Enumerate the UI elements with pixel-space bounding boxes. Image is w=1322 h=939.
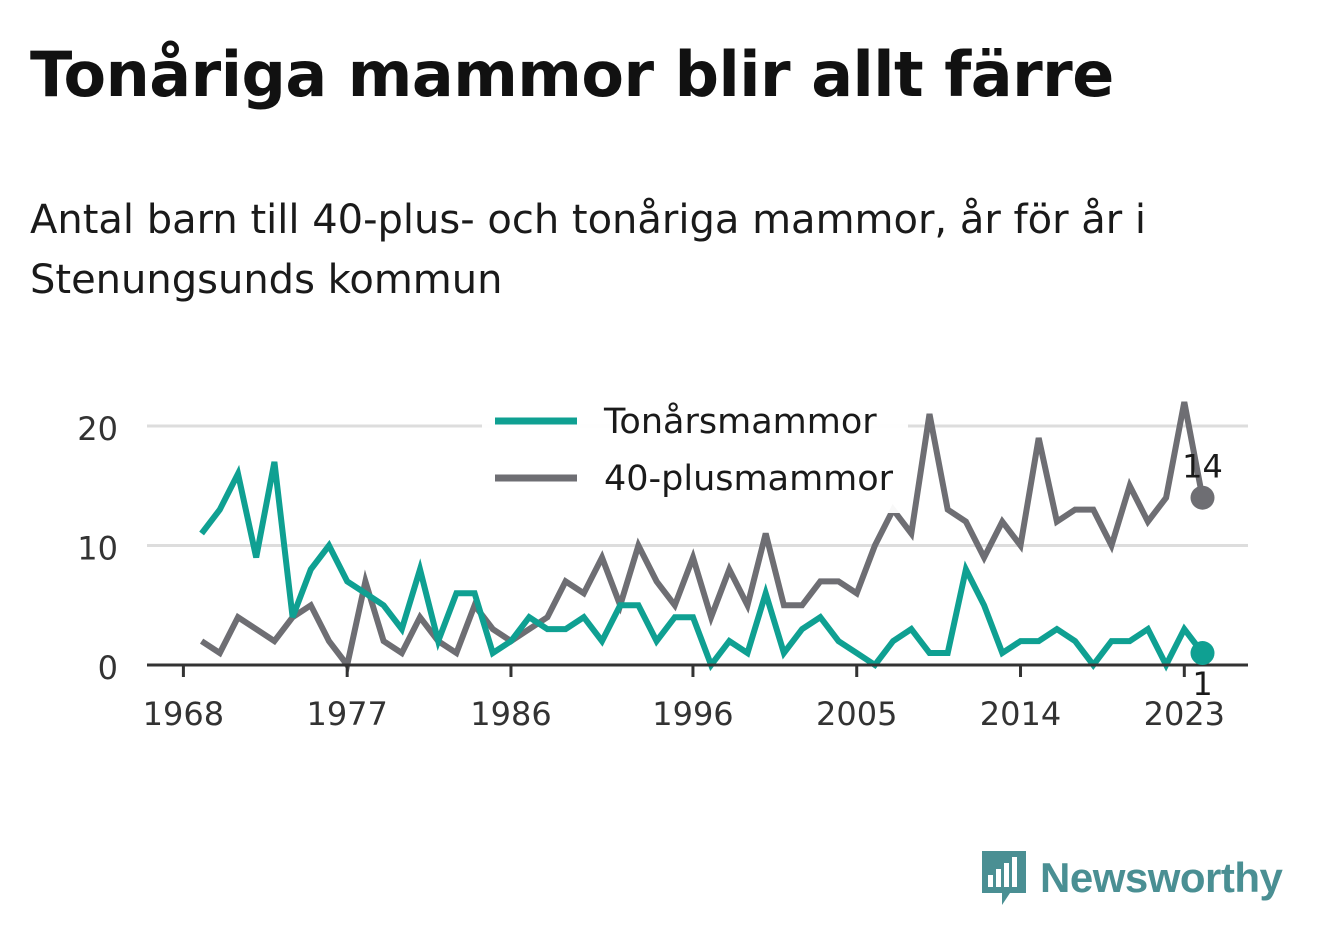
series-line-40-plusmammor bbox=[199, 401, 1206, 672]
x-tick-label-1968: 1968 bbox=[143, 695, 224, 733]
x-tick-label-2023: 2023 bbox=[1144, 695, 1225, 733]
y-tick-label-20: 20 bbox=[77, 410, 118, 448]
end-label-tonarsmammor: 1 bbox=[1192, 665, 1212, 703]
x-tick-label-1977: 1977 bbox=[306, 695, 387, 733]
end-label-40-plusmammor: 14 bbox=[1182, 448, 1223, 486]
end-point-40-plusmammor bbox=[1190, 485, 1215, 510]
chart-subtitle: Antal barn till 40-plus- och tonåriga ma… bbox=[30, 197, 1147, 303]
brand-name: Newsworthy bbox=[1040, 854, 1283, 901]
x-tick-label-1986: 1986 bbox=[470, 695, 551, 733]
axes: 0 10 20 1968 1977 1986 1996 2005 2014 2023 bbox=[77, 410, 1248, 733]
end-points: 1 14 bbox=[1182, 448, 1223, 703]
legend-label-40-plusmammor: 40-plusmammor bbox=[604, 459, 894, 499]
series-lines bbox=[199, 401, 1206, 672]
end-point-tonarsmammor bbox=[1190, 641, 1215, 666]
y-tick-label-0: 0 bbox=[98, 649, 118, 687]
series-line-tonarsmammor bbox=[199, 461, 1205, 672]
brand-logo: Newsworthy bbox=[980, 848, 1283, 908]
newsworthy-logo-icon bbox=[982, 851, 1026, 905]
page-title: Tonåriga mammor blir allt färre bbox=[30, 38, 1114, 111]
x-tick-label-1996: 1996 bbox=[652, 695, 733, 733]
y-tick-label-10: 10 bbox=[77, 530, 118, 568]
x-tick-label-2005: 2005 bbox=[816, 695, 897, 733]
legend-label-tonarsmammor: Tonårsmammor bbox=[603, 401, 877, 442]
legend-background bbox=[482, 395, 908, 513]
legend: Tonårsmammor 40-plusmammor bbox=[482, 395, 908, 513]
x-tick-label-2014: 2014 bbox=[980, 695, 1061, 733]
